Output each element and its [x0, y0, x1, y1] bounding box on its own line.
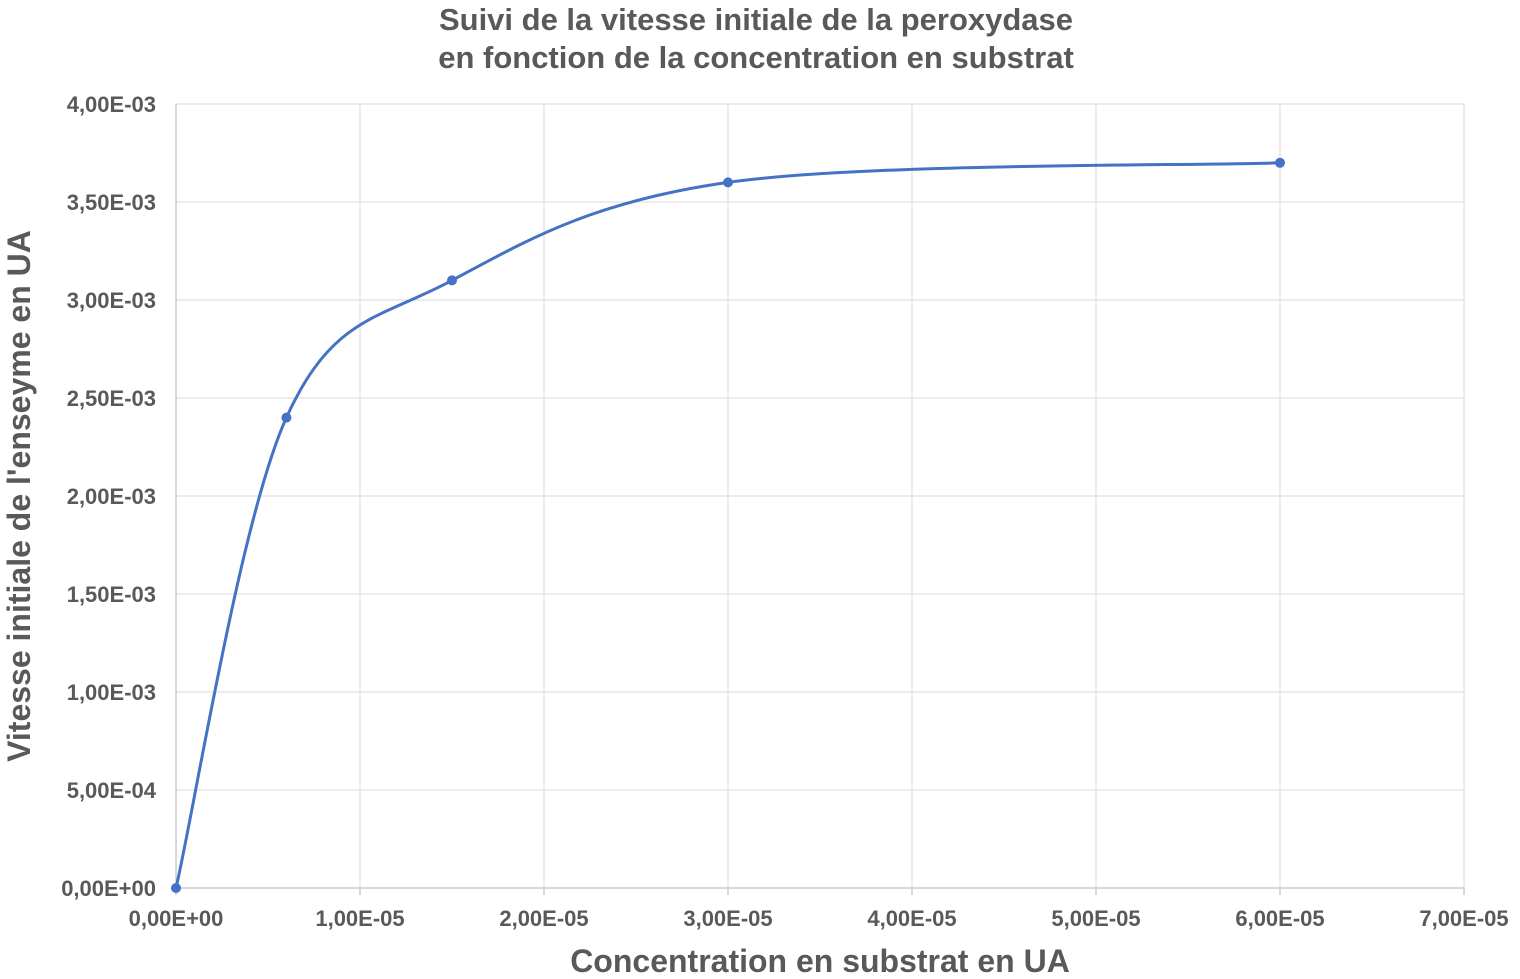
data-point	[281, 412, 292, 423]
x-tick-label: 0,00E+00	[129, 906, 224, 931]
y-tick-label: 0,00E+00	[61, 876, 156, 901]
axes	[175, 104, 1465, 895]
y-tick-label: 4,00E-03	[67, 92, 156, 117]
x-tick-label: 5,00E-05	[1051, 906, 1140, 931]
y-tick-label: 5,00E-04	[67, 778, 157, 803]
data-point	[723, 177, 733, 188]
y-tick-labels: 0,00E+00 5,00E-04 1,00E-03 1,50E-03 2,00E-03…	[61, 92, 157, 901]
x-tick-label: 3,00E-05	[683, 906, 772, 931]
y-tick-label: 1,00E-03	[67, 680, 156, 705]
x-tick-label: 4,00E-05	[867, 906, 956, 931]
series	[171, 157, 1285, 893]
x-tick-label: 7,00E-05	[1419, 906, 1508, 931]
gridlines	[175, 103, 1465, 889]
y-tick-label: 3,00E-03	[67, 288, 156, 313]
y-tick-label: 1,50E-03	[67, 582, 156, 607]
data-point	[171, 883, 181, 893]
data-point	[1275, 157, 1285, 168]
x-tick-label: 1,00E-05	[315, 906, 404, 931]
series-line	[174, 161, 1281, 889]
x-axis-title: Concentration en substrat en UA	[570, 943, 1070, 979]
data-point	[447, 275, 457, 286]
y-tick-label: 2,50E-03	[67, 386, 156, 411]
x-tick-labels: 0,00E+00 1,00E-05 2,00E-05 3,00E-05 4,00E-05…	[129, 906, 1509, 931]
chart-title-line-2: en fonction de la concentration en subst…	[438, 40, 1074, 75]
y-axis-title: Vitesse initiale de l'enseyme en UA	[1, 230, 37, 762]
chart-title-line-1: Suivi de la vitesse initiale de la perox…	[439, 2, 1073, 37]
x-tick-label: 6,00E-05	[1235, 906, 1324, 931]
y-tick-label: 3,50E-03	[67, 190, 156, 215]
x-tick-label: 2,00E-05	[499, 906, 588, 931]
y-tick-label: 2,00E-03	[67, 484, 156, 509]
